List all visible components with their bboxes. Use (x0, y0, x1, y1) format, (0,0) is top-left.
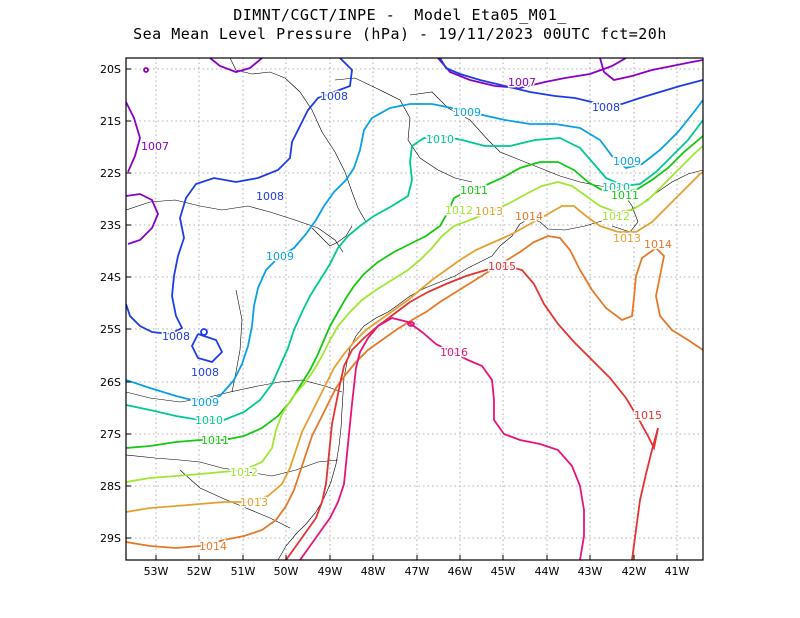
contour-label-1008: 1008 (592, 101, 620, 114)
contour-label-1015: 1015 (634, 409, 662, 422)
isobar-1008 (126, 58, 703, 364)
contour-label-1009: 1009 (613, 155, 641, 168)
contour-label-1012: 1012 (445, 204, 473, 217)
y-tick-label: 27S (100, 428, 121, 441)
contour-label-1013: 1013 (240, 496, 268, 509)
isobar-1015 (285, 265, 659, 560)
contour-label-1011: 1011 (201, 434, 229, 447)
isobars (126, 58, 703, 560)
contour-label-1015: 1015 (488, 260, 516, 273)
y-tick-label: 29S (100, 532, 121, 545)
x-axis: 53W 52W 51W 50W 49W 48W 47W 46W 45W 44W 43W 42W 41W (144, 555, 690, 578)
river (311, 225, 353, 247)
grid-lines (126, 58, 703, 560)
isobar-1014 (126, 235, 703, 549)
contour-label-1014: 1014 (515, 210, 543, 223)
state-border (231, 289, 243, 393)
contour-label-1008: 1008 (320, 90, 348, 103)
isobar-1011 (126, 135, 703, 449)
state-border (126, 379, 343, 403)
contour-label-1014: 1014 (199, 540, 227, 553)
y-tick-label: 28S (100, 480, 121, 493)
y-tick-label: 25S (100, 323, 121, 336)
state-border (611, 187, 639, 233)
contour-label-1016: 1016 (440, 346, 468, 359)
x-tick-label: 48W (361, 565, 386, 578)
x-tick-label: 44W (535, 565, 560, 578)
contour-label-1009: 1009 (453, 106, 481, 119)
contour-label-1008: 1008 (191, 366, 219, 379)
x-tick-label: 53W (144, 565, 169, 578)
y-tick-label: 24S (100, 271, 121, 284)
isobar-1012 (126, 145, 703, 483)
map-title: DIMNT/CGCT/INPE - Model Eta05_M01_ (233, 6, 567, 24)
map-frame (125, 57, 704, 561)
contour-label-1010: 1010 (195, 414, 223, 427)
state-border (126, 199, 344, 253)
y-tick-label: 26S (100, 376, 121, 389)
x-tick-label: 42W (622, 565, 647, 578)
contour-label-1012: 1012 (602, 210, 630, 223)
contour-label-1011: 1011 (611, 189, 639, 202)
x-tick-label: 47W (405, 565, 430, 578)
contour-labels: 1007 1007 1008 1008 1008 1008 1008 1009 1009 1009… (140, 75, 674, 555)
contour-label-1014: 1014 (644, 238, 672, 251)
isobar-1009 (126, 99, 703, 403)
y-tick-label: 23S (100, 219, 121, 232)
x-tick-label: 45W (491, 565, 516, 578)
x-tick-label: 50W (274, 565, 299, 578)
contour-label-1007: 1007 (141, 140, 169, 153)
isobar-1013 (126, 171, 703, 513)
y-axis: 20S 21S 22S 23S 24S 25S 26S 27S 28S 29S (100, 63, 131, 545)
isobar-1016 (299, 317, 585, 560)
x-tick-label: 41W (665, 565, 690, 578)
contour-label-1012: 1012 (230, 466, 258, 479)
state-border (179, 469, 291, 529)
contour-label-1010: 1010 (426, 133, 454, 146)
x-tick-label: 43W (578, 565, 603, 578)
y-tick-label: 21S (100, 115, 121, 128)
geography (126, 58, 703, 560)
x-tick-label: 51W (231, 565, 256, 578)
contour-label-1009: 1009 (191, 396, 219, 409)
contour-label-1008: 1008 (256, 190, 284, 203)
y-tick-label: 20S (100, 63, 121, 76)
state-border (229, 58, 367, 223)
contour-label-1007: 1007 (508, 76, 536, 89)
map-subtitle: Sea Mean Level Pressure (hPa) - 19/11/20… (133, 25, 667, 43)
contour-label-1008: 1008 (162, 330, 190, 343)
contour-label-1009: 1009 (266, 250, 294, 263)
state-border (409, 91, 621, 189)
x-tick-label: 52W (187, 565, 212, 578)
isobar-1010 (126, 119, 703, 421)
contour-label-1010: 1010 (602, 181, 630, 194)
contour-label-1013: 1013 (613, 232, 641, 245)
state-border (334, 77, 473, 183)
isobar-1007 (126, 58, 703, 245)
contour-label-1011: 1011 (460, 184, 488, 197)
x-tick-label: 46W (448, 565, 473, 578)
y-tick-label: 22S (100, 167, 121, 180)
x-tick-label: 49W (318, 565, 343, 578)
contour-label-1013: 1013 (475, 205, 503, 218)
